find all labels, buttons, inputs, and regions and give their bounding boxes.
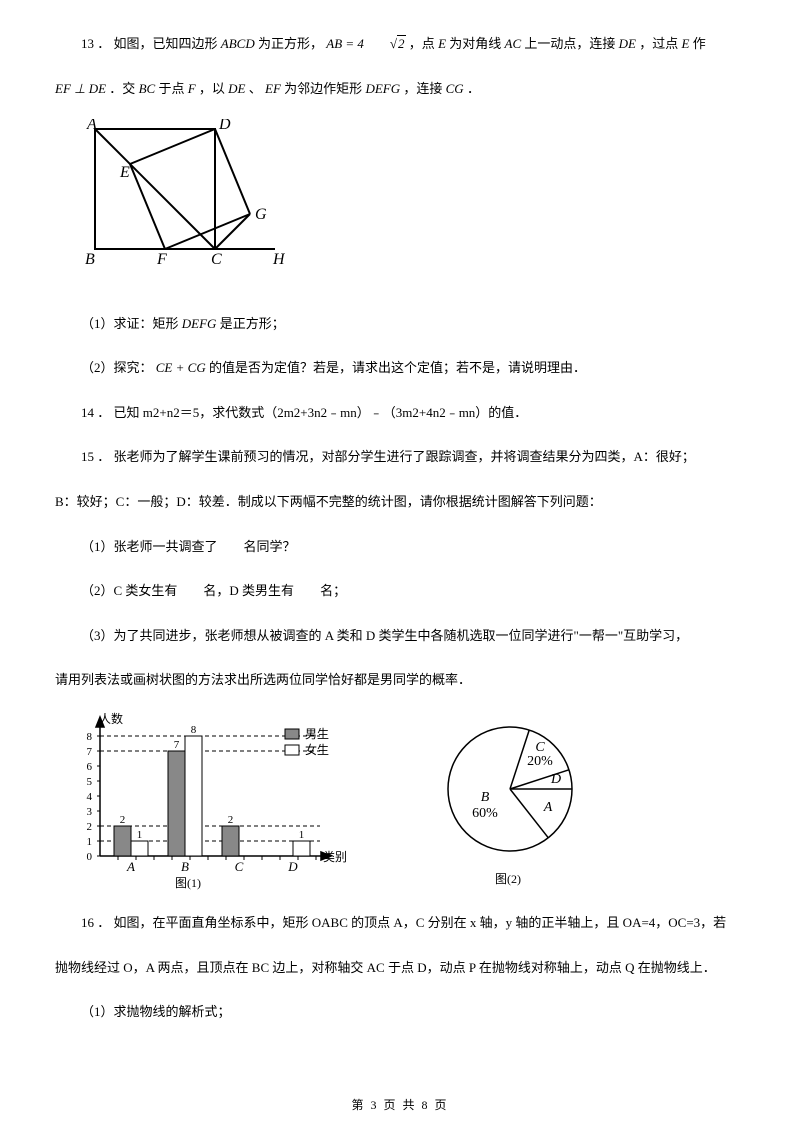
text: 的值是否为定值？若是，请求出这个定值；若不是，请说明理由．	[209, 360, 586, 375]
expr-ab: AB = 4 2	[326, 36, 405, 51]
q16-line2: 抛物线经过 O，A 两点，且顶点在 BC 边上，对称轴交 AC 于点 D，动点 …	[55, 954, 745, 983]
var-defg: DEFG	[182, 316, 217, 331]
svg-text:1: 1	[87, 836, 93, 848]
text: （2）探究：	[81, 360, 153, 375]
text: （2）C 类女生有	[81, 583, 177, 598]
svg-text:2: 2	[120, 814, 126, 826]
svg-text:7: 7	[87, 746, 93, 758]
q13-sub2: （2）探究： CE + CG 的值是否为定值？若是，请求出这个定值；若不是，请说…	[55, 354, 745, 383]
svg-text:A: A	[126, 859, 135, 874]
q14: 14 ． 已知 m2+n2＝5，求代数式（2m2+3n2﹣mn）﹣（3m2+4n…	[55, 399, 745, 428]
vertex-a: A	[86, 119, 97, 133]
bar-caption: 图(1)	[175, 876, 201, 890]
text: 是正方形；	[220, 316, 285, 331]
text: 为对角线	[449, 36, 501, 51]
expr-cecg: CE + CG	[156, 360, 206, 375]
var-cg: CG	[446, 81, 464, 96]
svg-text:C: C	[235, 859, 244, 874]
geometry-diagram: A D B C E F G H	[75, 119, 285, 279]
var-de: DE	[228, 81, 245, 96]
svg-text:1: 1	[299, 829, 305, 841]
svg-text:2: 2	[87, 821, 93, 833]
svg-text:7: 7	[174, 739, 180, 751]
text: ，过点	[639, 36, 678, 51]
svg-text:8: 8	[191, 724, 197, 736]
text: 为正方形，	[258, 36, 323, 51]
text: 作	[693, 36, 706, 51]
text: 、	[249, 81, 262, 96]
pie-d-label: D	[550, 772, 561, 787]
var-ac: AC	[505, 36, 522, 51]
svg-text:5: 5	[87, 776, 93, 788]
var-e: E	[438, 36, 446, 51]
text: 于点	[158, 81, 184, 96]
q13-figure: A D B C E F G H	[75, 119, 745, 285]
q15-sub3: （3）为了共同进步，张老师想从被调查的 A 类和 D 类学生中各随机选取一位同学…	[55, 622, 745, 651]
text: ，以	[199, 81, 225, 96]
legend-male: 男生	[305, 727, 329, 741]
vertex-e: E	[119, 164, 130, 181]
bar-chart: 人数 类别 图(1) 012345678 217821 ABCD 男生 女生	[65, 711, 365, 891]
text: AB = 4	[326, 36, 364, 51]
text: 如图，已知四边形	[114, 36, 218, 51]
svg-text:6: 6	[87, 761, 93, 773]
q13-number: 13 ．	[81, 36, 110, 51]
var-f: F	[188, 81, 196, 96]
expr-efde: EF ⊥ DE	[55, 81, 106, 96]
svg-text:4: 4	[87, 791, 93, 803]
svg-text:D: D	[287, 859, 298, 874]
pie-caption: 图(2)	[495, 872, 521, 886]
page-footer: 第 3 页 共 8 页	[0, 1096, 800, 1114]
text: ，连接	[403, 81, 442, 96]
sqrt-icon: 2	[364, 30, 406, 59]
q15-sub2: （2）C 类女生有 名，D 类男生有 名；	[55, 577, 745, 606]
text: 2	[397, 35, 406, 51]
vertex-b: B	[85, 251, 95, 268]
pie-c-label: C	[535, 740, 545, 755]
vertex-c: C	[211, 251, 222, 268]
vertex-h: H	[272, 251, 285, 268]
q16-line1: 16 ． 如图，在平面直角坐标系中，矩形 OABC 的顶点 A，C 分别在 x …	[55, 909, 745, 938]
pie-a-label: A	[543, 800, 553, 815]
svg-text:2: 2	[228, 814, 234, 826]
svg-text:1: 1	[137, 829, 143, 841]
svg-text:3: 3	[87, 806, 93, 818]
legend-female: 女生	[305, 742, 329, 757]
vertex-d: D	[218, 119, 231, 133]
text: 名同学？	[244, 539, 296, 554]
text: （1）求证：矩形	[81, 316, 179, 331]
var-bc: BC	[139, 81, 156, 96]
q13-line1: 13 ． 如图，已知四边形 ABCD 为正方形， AB = 4 2 ，点 E 为对…	[55, 30, 745, 59]
q15-line1: 15 ． 张老师为了解学生课前预习的情况，对部分学生进行了跟踪调查，并将调查结果…	[55, 443, 745, 472]
svg-text:B: B	[181, 859, 189, 874]
q15-sub3b: 请用列表法或画树状图的方法求出所选两位同学恰好都是男同学的概率．	[55, 666, 745, 695]
svg-text:0: 0	[87, 851, 93, 863]
q16-sub1: （1）求抛物线的解析式；	[55, 998, 745, 1027]
text: ．	[467, 81, 480, 96]
q13-line2: EF ⊥ DE ．交 BC 于点 F ，以 DE 、 EF 为邻边作矩形 DEF…	[55, 75, 745, 104]
text: 名；	[320, 583, 346, 598]
q13-sub1: （1）求证：矩形 DEFG 是正方形；	[55, 310, 745, 339]
var-ef: EF	[265, 81, 281, 96]
text: 为邻边作矩形	[284, 81, 362, 96]
vertex-g: G	[255, 206, 267, 223]
pie-c-pct: 20%	[527, 754, 553, 769]
var-defg: DEFG	[365, 81, 400, 96]
var-de: DE	[619, 36, 636, 51]
text: 上一动点，连接	[524, 36, 615, 51]
pie-chart: B 60% C 20% D A 图(2)	[425, 711, 605, 891]
text: 名，D 类男生有	[203, 583, 294, 598]
text: ，点	[409, 36, 435, 51]
var-e: E	[682, 36, 690, 51]
q15-line2: B：较好；C：一般；D：较差．制成以下两幅不完整的统计图，请你根据统计图解答下列…	[55, 488, 745, 517]
text: ．交	[109, 81, 135, 96]
vertex-f: F	[156, 251, 167, 268]
pie-b-pct: 60%	[472, 806, 498, 821]
var-abcd: ABCD	[221, 36, 255, 51]
svg-text:8: 8	[87, 731, 93, 743]
q15-sub1: （1）张老师一共调查了 名同学？	[55, 533, 745, 562]
text: （1）张老师一共调查了	[81, 539, 218, 554]
pie-b-label: B	[481, 790, 490, 805]
charts-row: 人数 类别 图(1) 012345678 217821 ABCD 男生 女生	[65, 711, 745, 891]
